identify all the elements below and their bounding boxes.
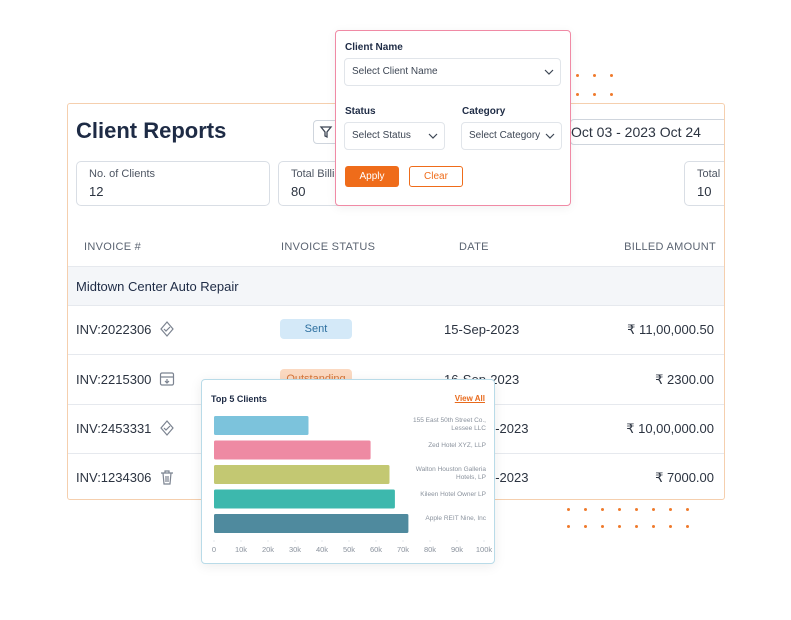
date-range[interactable]: Oct 03 - 2023 Oct 24: [570, 119, 724, 145]
date: 15-Sep-2023: [444, 322, 520, 337]
amount: ₹ 11,00,000.50: [627, 322, 714, 337]
dot: [635, 525, 638, 528]
chart-panel: Top 5 Clients View All 0 10k 20k 30k 40k 50k 6…: [201, 379, 495, 564]
x-tick-label: 40k: [316, 545, 328, 554]
group-name: Midtown Center Auto Repair: [76, 279, 239, 294]
dot: [567, 508, 570, 511]
download-icon: [159, 372, 175, 386]
x-tick-label: 30k: [289, 545, 301, 554]
x-tick-label: 90k: [451, 545, 463, 554]
client-select[interactable]: Select Client Name: [344, 58, 561, 86]
filter-popup: Client Name Select Client Name Status Se…: [335, 30, 571, 206]
dot: [686, 525, 689, 528]
stat-label: No. of Clients: [89, 168, 156, 180]
chevron: [544, 69, 554, 75]
dot: [610, 74, 613, 77]
stat-label: Total Billi: [291, 168, 335, 180]
x-tick-label: 10k: [235, 545, 247, 554]
stat-label: Total: [697, 168, 721, 180]
invoice: INV:1234306: [76, 470, 152, 485]
dot: [618, 525, 621, 528]
chevron: [545, 133, 555, 139]
category-label: 155 East 50th Street Co., Lessee LLC: [413, 417, 486, 432]
dot: [601, 508, 604, 511]
column-header: DATE: [459, 241, 489, 253]
apply-button[interactable]: Apply: [345, 166, 399, 187]
bar: [214, 465, 390, 484]
invoice: INV:2453331: [76, 421, 152, 436]
dot: [593, 74, 596, 77]
dot: [584, 508, 587, 511]
amount: ₹ 7000.00: [655, 470, 714, 485]
placeholder: Select Status: [352, 130, 411, 141]
chevron: [428, 133, 438, 139]
dot: [567, 525, 570, 528]
x-tick-label: 60k: [370, 545, 382, 554]
bar: [214, 489, 395, 509]
dot: [576, 93, 579, 96]
title: Client Reports: [76, 118, 227, 143]
x-tick-label: 80k: [424, 545, 436, 554]
field-label: Client Name: [345, 42, 403, 53]
dot: [652, 508, 655, 511]
column-header: INVOICE #: [84, 241, 142, 253]
dot: [686, 508, 689, 511]
dot: [584, 525, 587, 528]
column-header: BILLED AMOUNT: [624, 241, 716, 253]
field-label: Category: [462, 106, 506, 117]
amount: ₹ 10,00,000.00: [626, 421, 714, 436]
view-all-link[interactable]: View All: [454, 394, 485, 403]
dot: [610, 93, 613, 96]
stat-value: 10: [697, 184, 712, 199]
column-header: INVOICE STATUS: [281, 241, 376, 253]
x-tick-label: 50k: [343, 545, 355, 554]
dot: [635, 508, 638, 511]
table-row: INV:2022306 Sent 15-Sep-2023 ₹ 11,00,000…: [68, 305, 724, 355]
date: p-2023: [488, 421, 529, 436]
verified-icon: [160, 420, 174, 436]
bar: [214, 416, 309, 435]
x-tick-label: 0: [212, 545, 216, 554]
field-label: Status: [345, 106, 376, 117]
chart: 0 10k 20k 30k 40k 50k 60k 70k 80k 90k 100k: [212, 416, 493, 554]
amount: ₹ 2300.00: [655, 372, 714, 387]
clear-button[interactable]: Clear: [409, 166, 463, 187]
invoice: INV:2022306: [76, 322, 152, 337]
table-row: INV:1234306 p-2023 ₹ 7000.00: [68, 453, 724, 499]
status-badge: Sent: [280, 319, 352, 339]
bar: [214, 440, 371, 460]
stat-box: No. of Clients 12: [76, 161, 270, 206]
x-tick-label: 100k: [476, 545, 493, 554]
dot: [601, 525, 604, 528]
dot: [576, 74, 579, 77]
category-select[interactable]: Select Category: [461, 122, 562, 150]
category-label: Apple REIT Nine, Inc: [425, 515, 486, 522]
placeholder: Select Category: [469, 130, 541, 141]
bar: [214, 514, 409, 533]
dot: [669, 525, 672, 528]
category-label: Walton Houston Galleria Hotels, LP: [415, 466, 486, 481]
dot: [652, 525, 655, 528]
status-select[interactable]: Select Status: [344, 122, 445, 150]
filter-icon: [319, 126, 333, 139]
stat-value: 80: [291, 184, 306, 199]
category-label: Kileen Hotel Owner LP: [420, 490, 486, 498]
chart-title: Top 5 Clients: [211, 394, 267, 404]
group-row: Midtown Center Auto Repair: [68, 266, 724, 306]
trash-icon: [161, 470, 173, 485]
x-tick-label: 20k: [262, 545, 274, 554]
dot: [593, 93, 596, 96]
dot: [669, 508, 672, 511]
date: p-2023: [488, 470, 529, 485]
stat-value: 12: [89, 184, 104, 199]
verified-icon: [160, 321, 174, 337]
invoice: INV:2215300: [76, 372, 152, 387]
category-label: Zed Hotel XYZ, LLP: [428, 441, 486, 449]
dot: [618, 508, 621, 511]
x-tick-label: 70k: [397, 545, 409, 554]
stat-box: Total 10: [684, 161, 724, 206]
placeholder: Select Client Name: [352, 66, 438, 77]
